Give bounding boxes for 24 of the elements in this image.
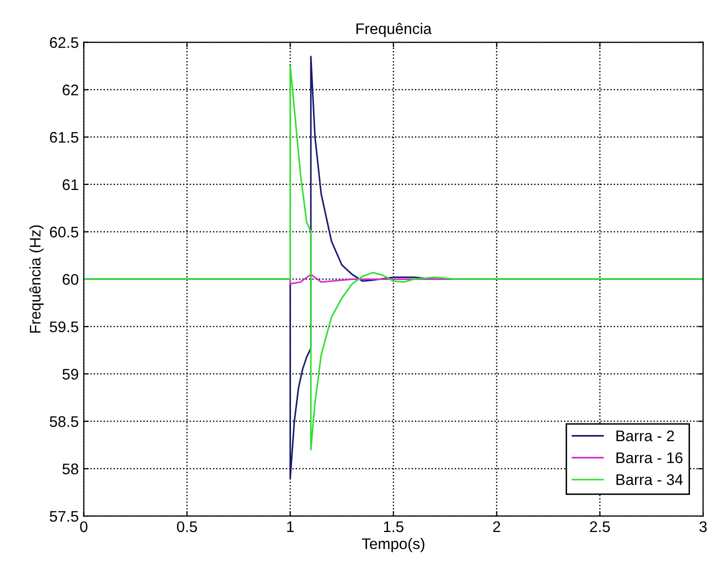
y-axis-title: Frequência (Hz) bbox=[29, 225, 44, 333]
x-tick-label: 0 bbox=[80, 521, 88, 532]
x-tick-label: 1 bbox=[287, 521, 294, 532]
y-tick-label: 62.5 bbox=[50, 37, 78, 48]
y-tick-label: 62 bbox=[62, 84, 78, 96]
x-tick-label: 2.5 bbox=[590, 521, 610, 532]
legend-label: Barra - 34 bbox=[616, 474, 683, 486]
y-tick-label: 61 bbox=[62, 179, 78, 190]
y-tick-label: 58.5 bbox=[50, 416, 78, 427]
y-tick-label: 59.5 bbox=[50, 321, 78, 332]
chart-title: Frequência bbox=[356, 22, 432, 38]
y-tick-label: 57.5 bbox=[50, 511, 78, 522]
legend-label: Barra - 16 bbox=[616, 452, 682, 464]
y-tick-label: 59 bbox=[62, 368, 78, 380]
y-tick-label: 58 bbox=[62, 464, 78, 474]
y-tick-label: 60.5 bbox=[50, 226, 78, 238]
x-tick-label: 1.5 bbox=[384, 521, 404, 532]
x-axis-title: Tempo(s) bbox=[362, 538, 424, 552]
x-tick-label: 3 bbox=[699, 521, 707, 532]
legend-label: Barra - 2 bbox=[616, 430, 674, 442]
y-tick-label: 61.5 bbox=[50, 132, 78, 143]
y-tick-label: 60 bbox=[62, 274, 78, 285]
x-tick-label: 2 bbox=[493, 521, 500, 532]
x-tick-label: 0.5 bbox=[176, 521, 197, 532]
